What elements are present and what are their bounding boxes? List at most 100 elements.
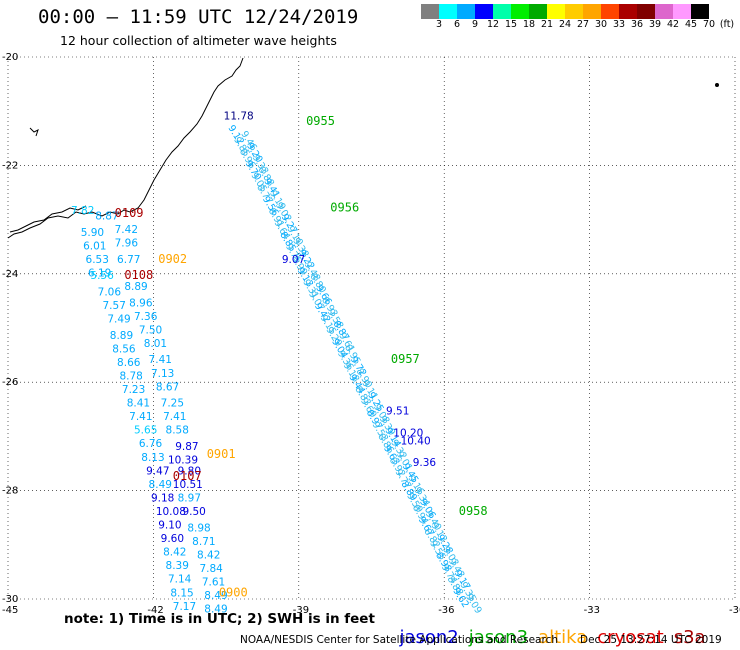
legend-swatch xyxy=(493,4,511,19)
swh-value-altika: 7.84 xyxy=(199,563,223,575)
legend-swatch xyxy=(511,4,529,19)
legend-tick: 42 xyxy=(666,19,680,30)
legend-swatch xyxy=(475,4,493,19)
swh-value-altika: 10.39 xyxy=(168,455,198,467)
legend-tick: 70 xyxy=(702,19,716,30)
swh-value-cryosat: 8.42 xyxy=(163,547,186,559)
swh-value-cryosat: 8.39 xyxy=(166,560,189,572)
coastline-island xyxy=(29,127,39,137)
swh-value-altika: 7.41 xyxy=(149,354,172,366)
swh-value-altika: 8.49 xyxy=(204,604,227,616)
legend-tick: 36 xyxy=(630,19,644,30)
time-label: 0956 xyxy=(330,200,359,214)
coastline-inlet xyxy=(9,205,87,233)
x-tick-label: -36 xyxy=(438,605,454,616)
swh-value-cryosat: 6.19 xyxy=(88,268,111,280)
credit-line: NOAA/NESDIS Center for Satellite Applica… xyxy=(240,634,558,646)
swh-value-cryosat: 9.10 xyxy=(158,520,181,532)
legend-swatch xyxy=(601,4,619,19)
legend-tick: 45 xyxy=(684,19,698,30)
time-label: 0902 xyxy=(158,252,187,266)
y-tick-label: -28 xyxy=(2,486,18,497)
legend-swatch xyxy=(565,4,583,19)
legend-swatch xyxy=(583,4,601,19)
swh-value-cryosat: 10.08 xyxy=(156,506,186,518)
legend-tick: 9 xyxy=(471,19,479,30)
swh-value-jason3: 9.07 xyxy=(282,254,305,266)
legend-swatch xyxy=(619,4,637,19)
legend-tick: 12 xyxy=(486,19,500,30)
swh-value-cryosat: 6.53 xyxy=(86,254,109,266)
legend-tick: 6 xyxy=(453,19,461,30)
legend-swatch xyxy=(547,4,565,19)
time-labels: 0955 0956 0957 0958 0902 0901 0900 0109 0108 0107 xyxy=(115,114,488,600)
swh-value-altika: 7.13 xyxy=(151,368,174,380)
swh-value-cryosat: 7.06 xyxy=(98,286,122,298)
swh-value-altika: 8.58 xyxy=(166,425,189,437)
swh-value-cryosat: 8.41 xyxy=(127,398,150,410)
chart-title: 00:00 – 11:59 UTC 12/24/2019 xyxy=(38,6,359,28)
dense-swh-swath: 9.129.469.859.208.969.339.708.889.059.41… xyxy=(225,123,483,616)
y-tick-label: -20 xyxy=(2,52,18,63)
legend-swatches xyxy=(421,4,736,19)
swh-value-altika: 8.71 xyxy=(192,536,215,548)
time-label: 0955 xyxy=(306,114,335,128)
axes: -45 -42 -39 -36 -33 -30 -20 -22 -24 -26 -28 -30 xyxy=(2,52,740,616)
x-tick-label: -45 xyxy=(2,605,18,616)
x-tick-label: -42 xyxy=(147,605,163,616)
swh-value-cryosat: 8.56 xyxy=(112,343,136,355)
swh-value-altika: 9.80 xyxy=(178,465,201,477)
swh-value-altika: 8.42 xyxy=(197,549,220,561)
sat-altika: altika xyxy=(538,627,588,648)
swh-value-altika: 8.96 xyxy=(129,297,153,309)
swh-value-altika: 7.82 xyxy=(71,205,94,217)
island-dot xyxy=(715,83,719,87)
swh-value-cryosat: 7.41 xyxy=(129,411,152,423)
swh-value-altika: 7.50 xyxy=(139,324,162,336)
swh-value-altika: 8.49 xyxy=(204,590,227,602)
swh-value-cryosat: 9.60 xyxy=(161,533,184,545)
swh-value-cryosat: 8.78 xyxy=(119,370,142,382)
swh-value-altika: 7.96 xyxy=(115,238,139,250)
swh-value-cryosat: 7.23 xyxy=(122,384,145,396)
legend-tick: 24 xyxy=(558,19,572,30)
swh-value-altika: 8.67 xyxy=(156,381,179,393)
legend-tick: 30 xyxy=(594,19,608,30)
swh-value-cryosat: 5.56 xyxy=(90,270,114,282)
legend-tick: 27 xyxy=(576,19,590,30)
swh-value-cryosat: 8.66 xyxy=(117,357,141,369)
legend-swatch xyxy=(421,4,439,19)
time-label: 0958 xyxy=(459,504,488,518)
legend-tick: 18 xyxy=(522,19,536,30)
legend-swatch xyxy=(637,4,655,19)
legend-swatch xyxy=(457,4,475,19)
sat-jason2: jason2 xyxy=(399,627,459,648)
x-tick-label: -33 xyxy=(584,605,600,616)
legend-tick: 15 xyxy=(504,19,518,30)
legend-tick: (ft) xyxy=(719,19,735,30)
time-label: 0957 xyxy=(391,352,420,366)
swh-value-cryosat: 7.17 xyxy=(173,601,196,613)
swh-value-altika: 6.77 xyxy=(117,254,140,266)
swh-value-cryosat: 9.47 xyxy=(146,465,169,477)
swh-value-altika: 9.87 xyxy=(175,441,198,453)
swh-value-jason3: 9.36 xyxy=(413,457,437,469)
swh-value-jason3: 10.20 xyxy=(393,427,423,439)
swh-value-altika: 8.87 xyxy=(95,211,118,223)
y-tick-label: -26 xyxy=(2,377,18,388)
sat-s3a: s3a xyxy=(673,627,706,648)
sat-jason3: jason3 xyxy=(468,627,529,648)
satellite-legend: jason2 jason3 altika cryosat s3a xyxy=(388,606,716,648)
coastline xyxy=(7,57,719,239)
swh-value-altika: 7.25 xyxy=(161,398,184,410)
swh-value-altika: 7.41 xyxy=(163,411,186,423)
time-label: 0108 xyxy=(124,268,153,282)
swh-value-cryosat: 6.01 xyxy=(83,240,106,252)
time-label: 0900 xyxy=(219,585,248,599)
swh-value-altika: 9.50 xyxy=(182,506,205,518)
grid-lines xyxy=(7,56,736,600)
swh-value-cryosat: 7.57 xyxy=(103,300,126,312)
swh-value-cryosat: 5.65 xyxy=(134,425,157,437)
